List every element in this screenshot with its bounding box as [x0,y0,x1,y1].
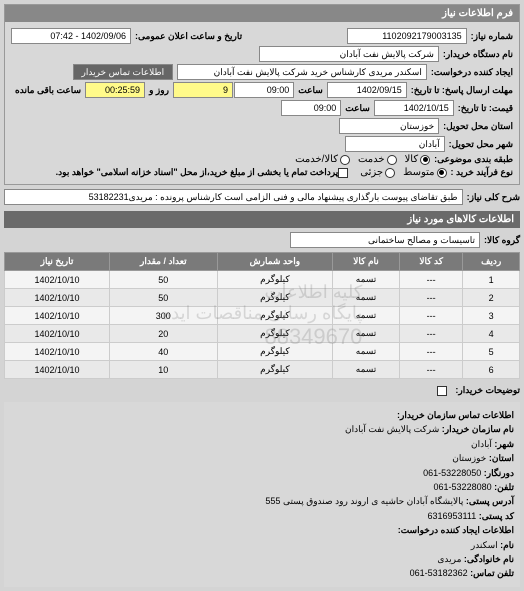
table-row: 4---تسمهکیلوگرم201402/10/10 [5,325,520,343]
panel-body: شماره نیاز: 1102092179003135 تاریخ و ساع… [5,22,519,184]
req-no-field: 1102092179003135 [347,28,467,44]
contact-button[interactable]: اطلاعات تماس خریدار [73,64,173,80]
creator-contact-title: اطلاعات ایجاد کننده درخواست: [398,525,514,535]
radio-goods[interactable]: کالا [405,154,431,165]
buyer-note-label: توضیحات خریدار: [455,385,520,396]
delivery-city-label: شهر محل تحویل: [449,139,513,150]
req-no-label: شماره نیاز: [471,31,513,42]
time-label-2: ساعت [345,103,370,114]
buyer-label: نام دستگاه خریدار: [443,49,513,60]
table-row: 6---تسمهکیلوگرم101402/10/10 [5,361,520,379]
table-row: 2---تسمهکیلوگرم501402/10/10 [5,289,520,307]
deadline-label: مهلت ارسال پاسخ: تا تاریخ: [411,85,513,96]
buyer-note-checkbox[interactable] [437,386,447,396]
remain-label: ساعت باقی مانده [15,85,81,96]
table-row: 5---تسمهکیلوگرم401402/10/10 [5,343,520,361]
announce-label: تاریخ و ساعت اعلان عمومی: [135,31,242,42]
quote-date: 1402/10/15 [374,100,454,116]
desc-field: طبق تقاضای پیوست بارگذاری پیشنهاد مالی و… [4,189,463,205]
contact-block: اطلاعات تماس سازمان خریدار: نام سازمان خ… [4,402,520,587]
radio-small[interactable]: متوسط [403,167,446,178]
time-remain: 00:25:59 [85,82,145,98]
class-label: طبقه بندی موضوعی: [434,154,513,165]
deadline-date: 1402/09/15 [327,82,407,98]
table-wrap: ردیفکد کالانام کالاواحد شمارشتعداد / مقد… [4,252,520,379]
delivery-state: خوزستان [339,118,439,134]
table-header: کد کالا [399,253,462,271]
group-label: گروه کالا: [484,235,520,246]
time-label-1: ساعت [298,85,323,96]
creator-label: ایجاد کننده درخواست: [431,67,513,78]
group-field: تاسیسات و مصالح ساختمانی [290,232,480,248]
radio-service[interactable]: خدمت [358,154,397,165]
days-remain: 9 [173,82,233,98]
days-label: روز و [149,85,169,96]
table-header: تعداد / مقدار [109,253,217,271]
deadline-time: 09:00 [234,82,294,98]
panel-title: فرم اطلاعات نیاز [5,5,519,22]
table-header: ردیف [463,253,520,271]
buyer-field: شرکت پالایش نفت آبادان [259,46,439,62]
desc-label: شرح کلی نیاز: [467,192,520,203]
info-panel: فرم اطلاعات نیاز شماره نیاز: 11020921790… [4,4,520,185]
table-row: 1---تسمهکیلوگرم501402/10/10 [5,271,520,289]
delivery-city: آبادان [345,136,445,152]
delivery-state-label: استان محل تحویل: [443,121,513,132]
table-row: 3---تسمهکیلوگرم3001402/10/10 [5,307,520,325]
goods-table: ردیفکد کالانام کالاواحد شمارشتعداد / مقد… [4,252,520,379]
buy-type-label: نوع فرآیند خرید : [451,167,514,178]
checkbox-treasury[interactable] [338,168,348,178]
announce-field: 1402/09/06 - 07:42 [11,28,131,44]
radio-both[interactable]: کالا/خدمت [295,154,350,165]
table-header: تاریخ نیاز [5,253,110,271]
creator-field: اسکندر مریدی کارشناس خرید شرکت پالایش نف… [177,64,427,80]
table-header: نام کالا [333,253,400,271]
contact-title: اطلاعات تماس سازمان خریدار: [397,410,514,420]
table-header: واحد شمارش [217,253,332,271]
quote-time: 09:00 [281,100,341,116]
goods-title: اطلاعات کالاهای مورد نیاز [4,211,520,228]
buy-note: پرداخت تمام یا بخشی از مبلغ خرید،از محل … [56,167,339,178]
quote-label: قیمت: تا تاریخ: [458,103,513,114]
radio-partial[interactable]: جزئی [360,167,395,178]
